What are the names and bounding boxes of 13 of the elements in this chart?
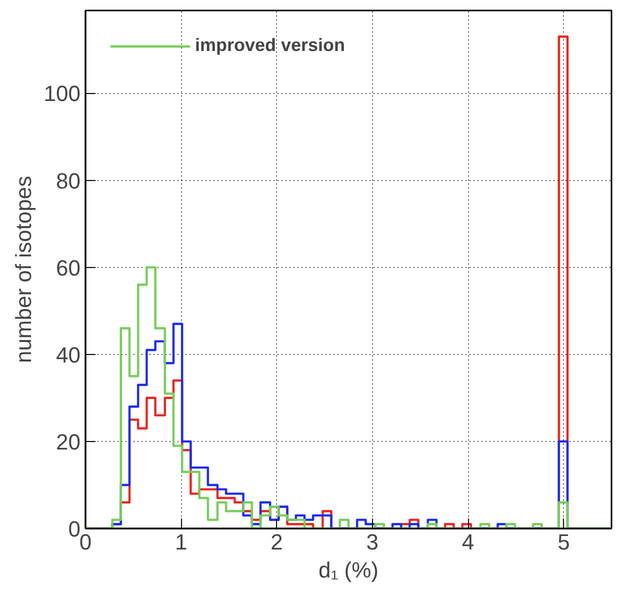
y-tick-label: 20 <box>56 429 81 454</box>
legend-label: improved version <box>195 35 346 56</box>
y-tick-label: 80 <box>56 168 81 194</box>
y-tick-label: 40 <box>56 342 81 368</box>
x-tick-label: 4 <box>462 530 474 554</box>
y-tick-label: 60 <box>56 255 81 280</box>
x-tick-label: 3 <box>366 530 379 554</box>
y-tick-label: 100 <box>44 81 81 106</box>
x-axis-title: d₁ (%) <box>318 558 378 582</box>
x-tick-label: 2 <box>270 530 283 554</box>
y-axis-title: number of isotopes <box>10 176 36 364</box>
x-tick-label: 1 <box>175 530 188 554</box>
x-tick-label: 5 <box>558 530 570 554</box>
